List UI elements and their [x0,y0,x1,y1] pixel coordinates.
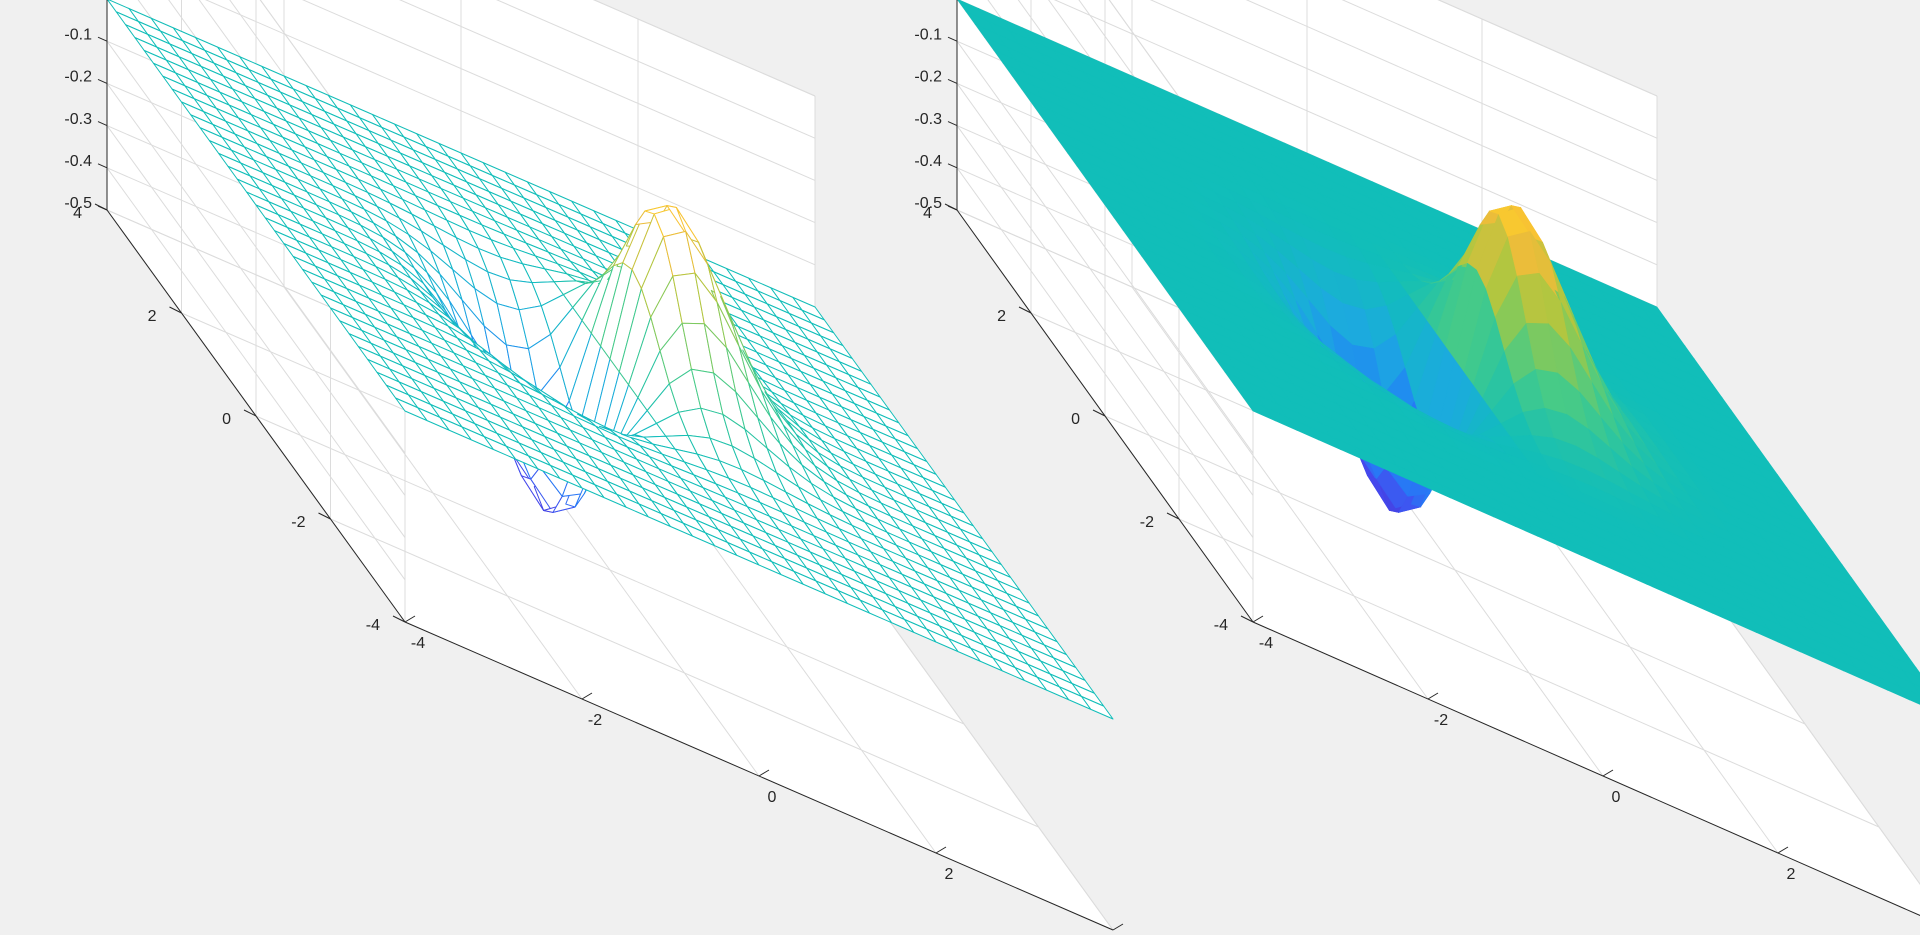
tick-labels: -4-2024-4-2024-0.5-0.4-0.3-0.2-0.100.10.… [64,0,954,883]
z-tick-label: -0.3 [64,111,92,128]
x-tick [1112,923,1124,931]
z-grid-line [106,83,406,496]
z-tick [947,205,958,211]
x-tick-label: -4 [1259,635,1273,652]
z-tick-label: 0 [933,0,942,1]
y-tick [1092,409,1106,417]
x-tick-label: -2 [1434,712,1448,729]
surface-facet [1899,686,1920,705]
x-tick-label: 0 [1612,789,1621,806]
z-tick-label: -0.1 [64,26,92,43]
y-tick-label: 2 [997,308,1006,325]
z-grid-line [1149,0,1658,224]
z-grid-line [496,0,816,139]
x-tick [1777,846,1789,854]
z-grid-line [956,125,1254,538]
filled-surface [957,0,1920,705]
z-grid-line [302,0,816,224]
y-tick-label: -2 [291,514,305,531]
z-grid-line [956,40,1254,454]
y-tick-label: -2 [1140,514,1154,531]
z-tick-label: -0.3 [914,111,942,128]
z-tick-label: -0.4 [64,153,92,170]
mesh-cell [1081,696,1114,720]
y-grid-line [1104,415,1806,725]
z-tick [97,78,108,84]
z-grid-line [399,0,816,181]
x-tick-label: -2 [588,712,602,729]
z-tick-label: -0.5 [64,195,92,212]
z-tick [947,121,958,127]
z-grid-line [956,83,1254,496]
surface-plot[interactable]: -4-2024-4-2024-0.5-0.4-0.3-0.2-0.100.10.… [914,0,1920,935]
z-tick [97,163,108,169]
z-tick [97,36,108,42]
y-tick-label: 0 [1071,411,1080,428]
z-tick-label: -0.2 [914,69,942,86]
z-grid-line [1341,0,1658,139]
tick-marks [94,36,1124,931]
x-tick [1252,615,1264,623]
x-tick-label: -4 [411,635,425,652]
y-tick [318,512,331,520]
y-tick [1240,615,1254,623]
z-tick-label: -0.5 [914,195,942,212]
x-tick [935,846,947,854]
box-edge [593,0,816,97]
y-tick [1166,512,1180,520]
z-tick-label: 0 [83,0,92,1]
y-tick-label: 4 [73,205,82,222]
y-grid-line [1178,518,1880,828]
x-tick [758,769,770,777]
tick-labels: -4-2024-4-2024-0.5-0.4-0.3-0.2-0.100.10.… [914,0,1796,883]
z-grid-line [1053,0,1658,266]
x-tick-label: 2 [1787,866,1796,883]
tick-marks [944,36,1789,854]
mesh-surface [107,0,1114,720]
z-tick [97,205,108,211]
y-tick-label: 2 [148,308,157,325]
z-tick [97,121,108,127]
x-tick [1427,692,1439,700]
y-tick [169,306,182,314]
box-edge [1437,0,1658,97]
y-tick-label: -4 [366,617,380,634]
y-tick [1018,306,1032,314]
y-grid-line [255,415,965,725]
surface-facet [1911,682,1920,695]
z-tick [947,78,958,84]
z-tick-label: -0.4 [914,153,942,170]
z-grid-line [106,125,406,538]
y-tick-label: 0 [222,411,231,428]
x-tick [404,615,416,623]
z-tick-label: -0.1 [914,26,942,43]
mesh-plot[interactable]: -4-2024-4-2024-0.5-0.4-0.3-0.2-0.100.10.… [64,0,1130,935]
x-tick [1602,769,1614,777]
z-tick-label: -0.2 [64,69,92,86]
z-tick [947,163,958,169]
x-tick-label: 0 [768,789,777,806]
y-grid-line [330,518,1039,828]
z-grid-line [106,40,406,454]
x-tick [581,692,593,700]
surface-facet [1902,670,1920,688]
y-tick [243,409,257,417]
z-grid-line [956,167,1254,581]
y-tick-label: -4 [1214,617,1228,634]
y-tick-label: 4 [923,205,932,222]
y-tick [392,615,406,623]
z-grid-line [1245,0,1658,181]
z-grid-line [106,167,406,581]
x-tick-label: 2 [945,866,954,883]
z-tick [947,36,958,42]
z-grid-line [205,0,816,266]
